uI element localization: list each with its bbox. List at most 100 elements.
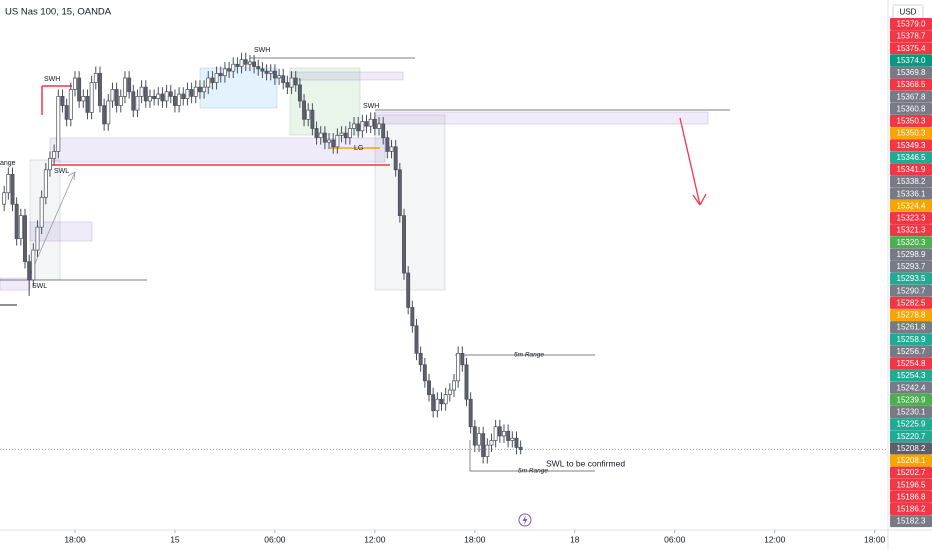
price-badge — [890, 42, 932, 55]
price-badge-label: 15278.8 — [897, 311, 926, 320]
candle-body — [472, 426, 477, 446]
price-badge — [890, 309, 932, 321]
x-tick-label: 06:00 — [264, 534, 286, 544]
candle-body — [147, 96, 152, 102]
x-tick-label: 18:00 — [464, 534, 486, 544]
annotation: SWH — [363, 103, 379, 110]
price-badge-label: 15324.4 — [897, 201, 926, 210]
candle-body — [160, 93, 165, 102]
candle-body — [397, 169, 402, 217]
price-badge — [890, 478, 932, 491]
candle-body — [477, 433, 481, 446]
candle-body — [327, 139, 331, 143]
candle-body — [60, 96, 65, 106]
candle-body — [222, 68, 227, 77]
price-badge-label: 15258.9 — [897, 335, 926, 344]
candle-body — [143, 86, 148, 102]
price-badge-label: 15378.7 — [897, 32, 926, 41]
price-badge-label: 15290.7 — [897, 286, 926, 295]
price-badge — [890, 163, 932, 176]
candle-body — [331, 139, 336, 148]
price-badge — [890, 151, 932, 164]
candle-body — [127, 77, 132, 93]
price-badge-label: 15374.0 — [897, 56, 926, 65]
zone — [0, 277, 31, 291]
candle-body — [64, 105, 69, 120]
chart-title: US Nas 100, 15, OANDA — [5, 7, 112, 18]
candle-body — [118, 96, 123, 106]
candle-body — [293, 77, 298, 86]
candle-body — [435, 398, 440, 412]
candle-body — [468, 398, 473, 428]
drawing-line — [699, 193, 707, 206]
icon-circle — [518, 513, 532, 527]
candle-body — [272, 70, 277, 79]
price-badge — [890, 466, 932, 479]
price-badge-label: 15261.8 — [897, 323, 926, 332]
candle-body — [402, 215, 406, 274]
candle-body — [352, 123, 356, 129]
candle-body — [381, 123, 386, 139]
candle-body — [35, 226, 40, 251]
candle-body — [322, 132, 327, 143]
candle-body — [372, 118, 377, 129]
candle-body — [27, 261, 32, 281]
price-badge — [890, 78, 932, 91]
candle-body — [297, 84, 302, 102]
candle-body — [385, 137, 390, 152]
candle-body — [172, 96, 177, 106]
candle-body — [256, 66, 261, 70]
candle-body — [393, 146, 398, 171]
candle-body — [493, 426, 498, 441]
candle-body — [93, 73, 98, 83]
candle-body — [193, 86, 198, 97]
price-badge-label: 15182.3 — [897, 517, 926, 526]
price-badge — [890, 418, 932, 431]
price-badge-label: 15186.2 — [897, 505, 926, 514]
price-badge-label: 15341.9 — [897, 165, 926, 174]
price-badge — [890, 248, 932, 261]
price-badge-label: 15350.3 — [897, 117, 926, 126]
candle-body — [235, 63, 240, 67]
price-badge — [890, 30, 932, 43]
candle-body — [185, 89, 190, 100]
candle-body — [489, 440, 494, 446]
price-badge — [890, 102, 932, 115]
price-badge-label: 15367.8 — [897, 92, 926, 101]
candle-body — [73, 77, 77, 90]
candle-body — [360, 121, 365, 132]
candle-body — [139, 86, 144, 97]
candle-body — [347, 128, 352, 139]
candle-body — [447, 389, 452, 395]
candle-body — [514, 437, 519, 448]
annotation: SWH — [44, 76, 60, 83]
price-badge-label: 15320.3 — [897, 238, 926, 247]
candle-body — [102, 105, 107, 125]
price-badge — [890, 260, 932, 273]
price-badge-label: 15360.8 — [897, 104, 926, 113]
candle-body — [23, 215, 27, 262]
annotation: 5m Range — [518, 468, 548, 475]
candle-body — [14, 203, 19, 239]
candle-body — [214, 73, 219, 83]
x-tick-label: 15 — [170, 534, 180, 544]
annotation: 5m Range — [514, 352, 544, 359]
candle-body — [10, 174, 15, 205]
candle-body — [131, 91, 136, 111]
price-badge — [890, 199, 932, 212]
price-badge-label: 15379.0 — [897, 20, 926, 29]
drawing-line — [73, 171, 76, 181]
candle-body — [260, 68, 265, 72]
candle-body — [89, 82, 94, 113]
candle-body — [277, 75, 282, 79]
candle-body — [39, 196, 44, 228]
price-badge — [890, 54, 932, 67]
candle-body — [427, 380, 431, 395]
price-badge — [890, 393, 932, 406]
price-badge — [890, 175, 932, 188]
candle-body — [164, 91, 169, 102]
x-tick-label: 18 — [570, 534, 580, 544]
candle-body — [452, 380, 456, 391]
candle-body — [189, 89, 194, 97]
price-badge — [890, 272, 932, 285]
